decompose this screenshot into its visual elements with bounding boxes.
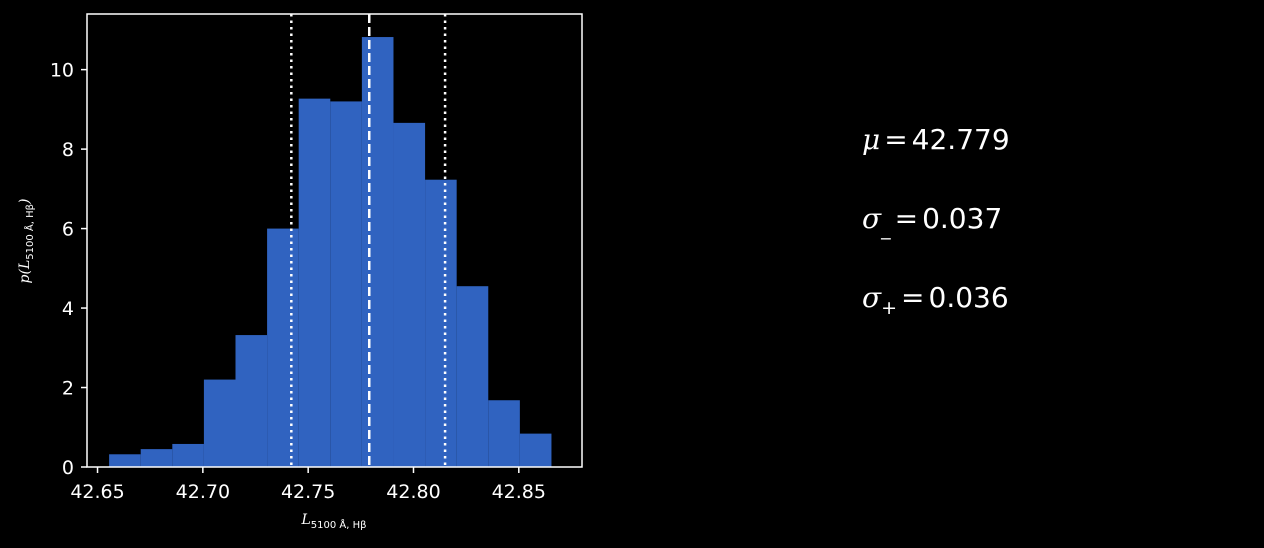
- y-axis-label-sub: 5100 Å, Hβ: [23, 204, 36, 260]
- x-tick-label: 42.65: [70, 481, 124, 503]
- stat-sigma-plus-symbol: σ: [862, 281, 882, 314]
- reference-lines: [290, 14, 447, 467]
- statistics-panel: μ = 42.779 σ_ = 0.037 σ+ = 0.036: [862, 126, 1010, 363]
- x-tick-label: 42.80: [386, 481, 440, 503]
- histogram-bar: [172, 443, 204, 467]
- y-tick-label: 6: [62, 219, 74, 241]
- y-tick-label: 8: [62, 139, 74, 161]
- histogram-bars: [109, 37, 552, 468]
- stat-mean-value: 42.779: [911, 123, 1010, 156]
- plot-frame: [86, 13, 583, 468]
- x-axis-label-main: L: [300, 512, 310, 528]
- histogram-bar: [361, 37, 394, 468]
- stat-mean: μ = 42.779: [862, 126, 1010, 154]
- x-tick-label: 42.85: [492, 481, 546, 503]
- y-axis-ticks: 0 2 4 6 8 10: [50, 60, 87, 479]
- y-axis-label-close: ): [17, 199, 33, 205]
- histogram-bar: [519, 433, 552, 467]
- x-axis-label: L5100 Å, Hβ: [300, 512, 366, 531]
- y-tick-label: 4: [62, 298, 74, 320]
- x-axis-ticks: 42.65 42.70 42.75 42.80 42.85: [70, 467, 546, 503]
- y-axis-label: p(L5100 Å, Hβ): [17, 199, 36, 284]
- histogram-bar: [488, 400, 520, 467]
- y-tick-label: 2: [62, 378, 74, 400]
- stat-sigma-plus: σ+ = 0.036: [862, 281, 1010, 320]
- stat-sigma-minus: σ_ = 0.037: [862, 202, 1010, 241]
- histogram-bar: [393, 122, 426, 468]
- stat-sigma-plus-equals: =: [901, 281, 925, 314]
- histogram-bar: [267, 228, 299, 467]
- histogram-bar: [456, 286, 489, 467]
- x-axis-label-sub: 5100 Å, Hβ: [311, 518, 367, 531]
- histogram-bar: [235, 335, 268, 467]
- histogram-bar: [298, 98, 331, 468]
- histogram-bar: [330, 101, 362, 467]
- histogram-bar: [140, 449, 173, 467]
- histogram-bar: [109, 454, 141, 467]
- stat-mean-equals: =: [884, 123, 908, 156]
- x-tick-label: 42.75: [281, 481, 335, 503]
- stat-mean-symbol: μ: [862, 123, 881, 156]
- stat-sigma-minus-subscript: _: [881, 218, 891, 240]
- stat-sigma-minus-value: 0.037: [922, 202, 1003, 235]
- x-tick-label: 42.70: [176, 481, 230, 503]
- stat-sigma-minus-symbol: σ: [862, 202, 882, 235]
- histogram-bar: [203, 379, 236, 467]
- histogram-bar: [425, 179, 457, 467]
- y-tick-label: 0: [62, 457, 74, 479]
- stat-sigma-minus-equals: =: [894, 202, 919, 235]
- stat-sigma-plus-subscript: +: [881, 297, 898, 319]
- stat-sigma-plus-value: 0.036: [928, 281, 1009, 314]
- y-axis-label-main: p(L: [17, 260, 33, 284]
- y-tick-label: 10: [50, 60, 74, 82]
